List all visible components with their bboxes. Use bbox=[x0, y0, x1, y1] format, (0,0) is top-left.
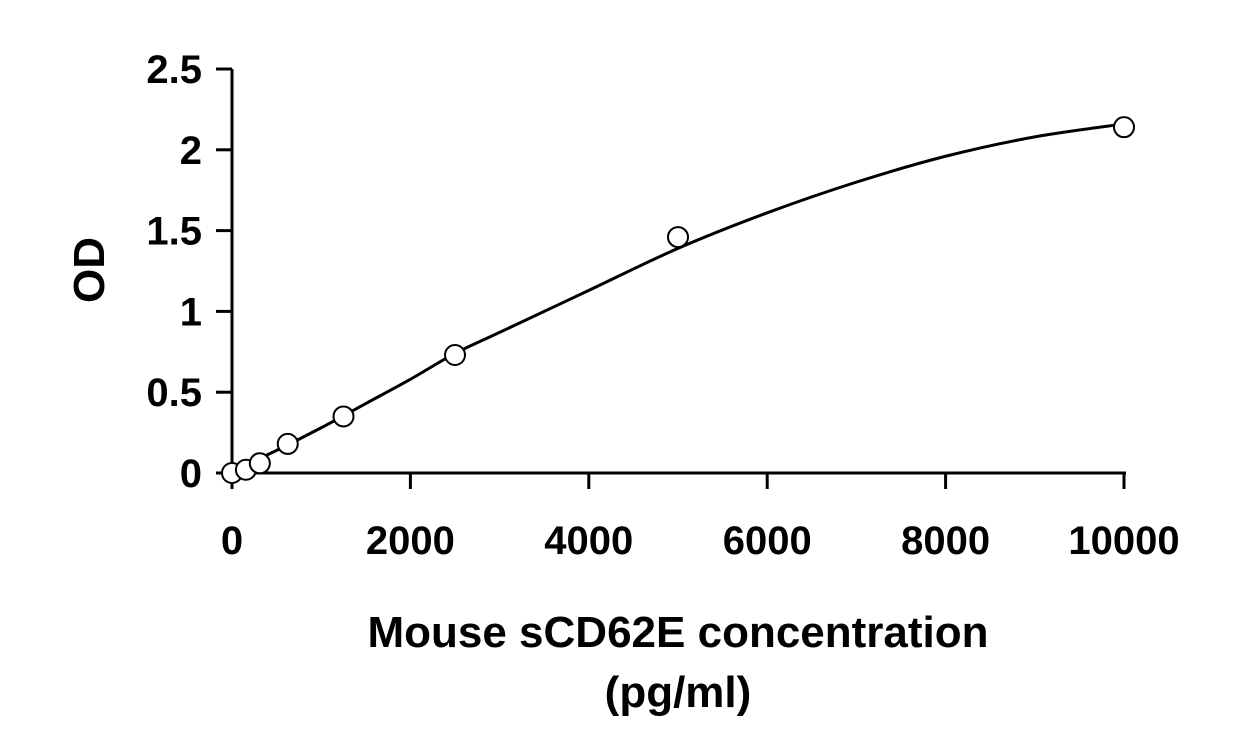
data-point bbox=[276, 432, 299, 455]
data-point bbox=[444, 344, 466, 367]
data-point bbox=[1113, 116, 1135, 139]
y-tick-label: 0 bbox=[180, 452, 202, 496]
x-tick-label: 10000 bbox=[1068, 519, 1179, 563]
x-axis-title-line1: Mouse sCD62E concentration bbox=[367, 608, 988, 657]
y-axis-title: OD bbox=[65, 237, 114, 303]
data-point bbox=[667, 226, 689, 249]
x-tick-label: 0 bbox=[221, 519, 243, 563]
y-tick-label: 2.5 bbox=[146, 48, 202, 92]
fit-curve-layer bbox=[231, 122, 1125, 473]
y-tick-label: 2 bbox=[180, 129, 202, 173]
data-point bbox=[332, 405, 355, 428]
y-tick-label: 1.5 bbox=[146, 210, 202, 254]
x-tick-label: 8000 bbox=[901, 519, 990, 563]
data-points-layer bbox=[221, 116, 1135, 484]
x-tick-label: 2000 bbox=[366, 519, 455, 563]
x-axis-title-line2: (pg/ml) bbox=[605, 668, 752, 717]
y-tick-label: 1 bbox=[180, 290, 202, 334]
fit-curve-line bbox=[231, 122, 1125, 473]
y-tick-label: 0.5 bbox=[146, 371, 202, 415]
x-tick-label: 4000 bbox=[544, 519, 633, 563]
x-tick-label: 6000 bbox=[723, 519, 812, 563]
ticks: 0 0.5 1 1.5 2 2.5 0 2000 4000 6000 8000 10000 bbox=[146, 48, 1179, 563]
axes bbox=[230, 69, 1126, 475]
data-point bbox=[248, 452, 271, 475]
